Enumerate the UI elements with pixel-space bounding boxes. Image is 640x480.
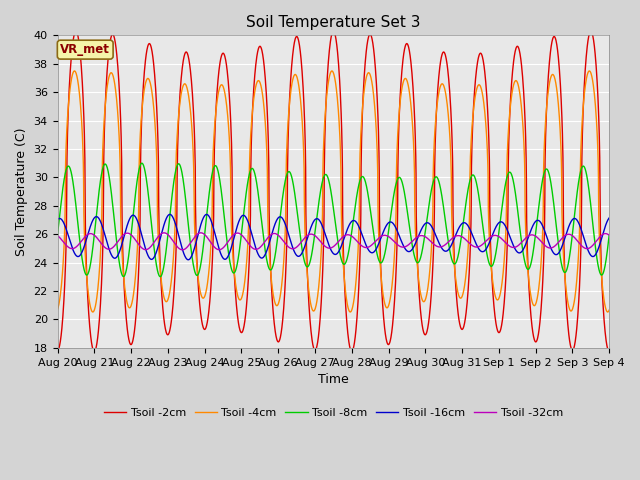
Tsoil -2cm <box>557 86 564 92</box>
Tsoil -16cm <box>208 220 216 226</box>
Y-axis label: Soil Temperature (C): Soil Temperature (C) <box>15 127 28 256</box>
Tsoil -4cm <box>328 68 336 74</box>
Tsoil -16cm <box>184 257 192 263</box>
Text: VR_met: VR_met <box>60 43 110 56</box>
Tsoil -2cm <box>72 28 80 34</box>
Tsoil -32cm <box>572 237 580 242</box>
Line: Tsoil -16cm: Tsoil -16cm <box>58 215 609 260</box>
Tsoil -4cm <box>89 309 97 315</box>
Tsoil -8cm <box>54 231 61 237</box>
Tsoil -8cm <box>557 258 564 264</box>
Line: Tsoil -2cm: Tsoil -2cm <box>58 31 609 351</box>
Tsoil -8cm <box>572 197 580 203</box>
Tsoil -2cm <box>208 273 216 278</box>
Line: Tsoil -8cm: Tsoil -8cm <box>58 163 609 276</box>
Tsoil -4cm <box>362 77 369 83</box>
Line: Tsoil -4cm: Tsoil -4cm <box>58 71 609 312</box>
Tsoil -8cm <box>156 274 164 279</box>
Tsoil -2cm <box>494 328 502 334</box>
Tsoil -32cm <box>362 245 369 251</box>
Tsoil -4cm <box>208 227 216 233</box>
Tsoil -4cm <box>350 299 358 304</box>
Tsoil -8cm <box>362 180 369 186</box>
Tsoil -32cm <box>494 233 502 239</box>
Tsoil -4cm <box>572 283 580 289</box>
Legend: Tsoil -2cm, Tsoil -4cm, Tsoil -8cm, Tsoil -16cm, Tsoil -32cm: Tsoil -2cm, Tsoil -4cm, Tsoil -8cm, Tsoi… <box>99 403 567 422</box>
Tsoil -32cm <box>350 235 358 240</box>
Tsoil -8cm <box>350 215 358 220</box>
Tsoil -2cm <box>572 333 580 339</box>
Tsoil -2cm <box>349 345 357 351</box>
Tsoil -32cm <box>557 237 564 242</box>
Title: Soil Temperature Set 3: Soil Temperature Set 3 <box>246 15 420 30</box>
Tsoil -2cm <box>54 348 61 353</box>
Line: Tsoil -32cm: Tsoil -32cm <box>58 233 609 250</box>
Tsoil -8cm <box>605 232 613 238</box>
Tsoil -32cm <box>54 233 61 239</box>
Tsoil -2cm <box>605 348 613 354</box>
X-axis label: Time: Time <box>318 373 349 386</box>
Tsoil -16cm <box>166 212 174 217</box>
Tsoil -8cm <box>494 236 502 241</box>
Tsoil -2cm <box>362 57 369 63</box>
Tsoil -16cm <box>557 246 564 252</box>
Tsoil -32cm <box>208 241 216 247</box>
Tsoil -4cm <box>605 307 613 313</box>
Tsoil -32cm <box>197 230 205 236</box>
Tsoil -32cm <box>605 232 613 238</box>
Tsoil -16cm <box>494 221 502 227</box>
Tsoil -4cm <box>557 144 564 149</box>
Tsoil -16cm <box>350 217 358 223</box>
Tsoil -4cm <box>54 306 61 312</box>
Tsoil -16cm <box>572 216 580 222</box>
Tsoil -16cm <box>54 217 61 223</box>
Tsoil -8cm <box>138 160 146 166</box>
Tsoil -16cm <box>605 215 613 221</box>
Tsoil -8cm <box>208 172 216 178</box>
Tsoil -16cm <box>362 241 369 247</box>
Tsoil -4cm <box>494 297 502 302</box>
Tsoil -32cm <box>179 247 186 252</box>
